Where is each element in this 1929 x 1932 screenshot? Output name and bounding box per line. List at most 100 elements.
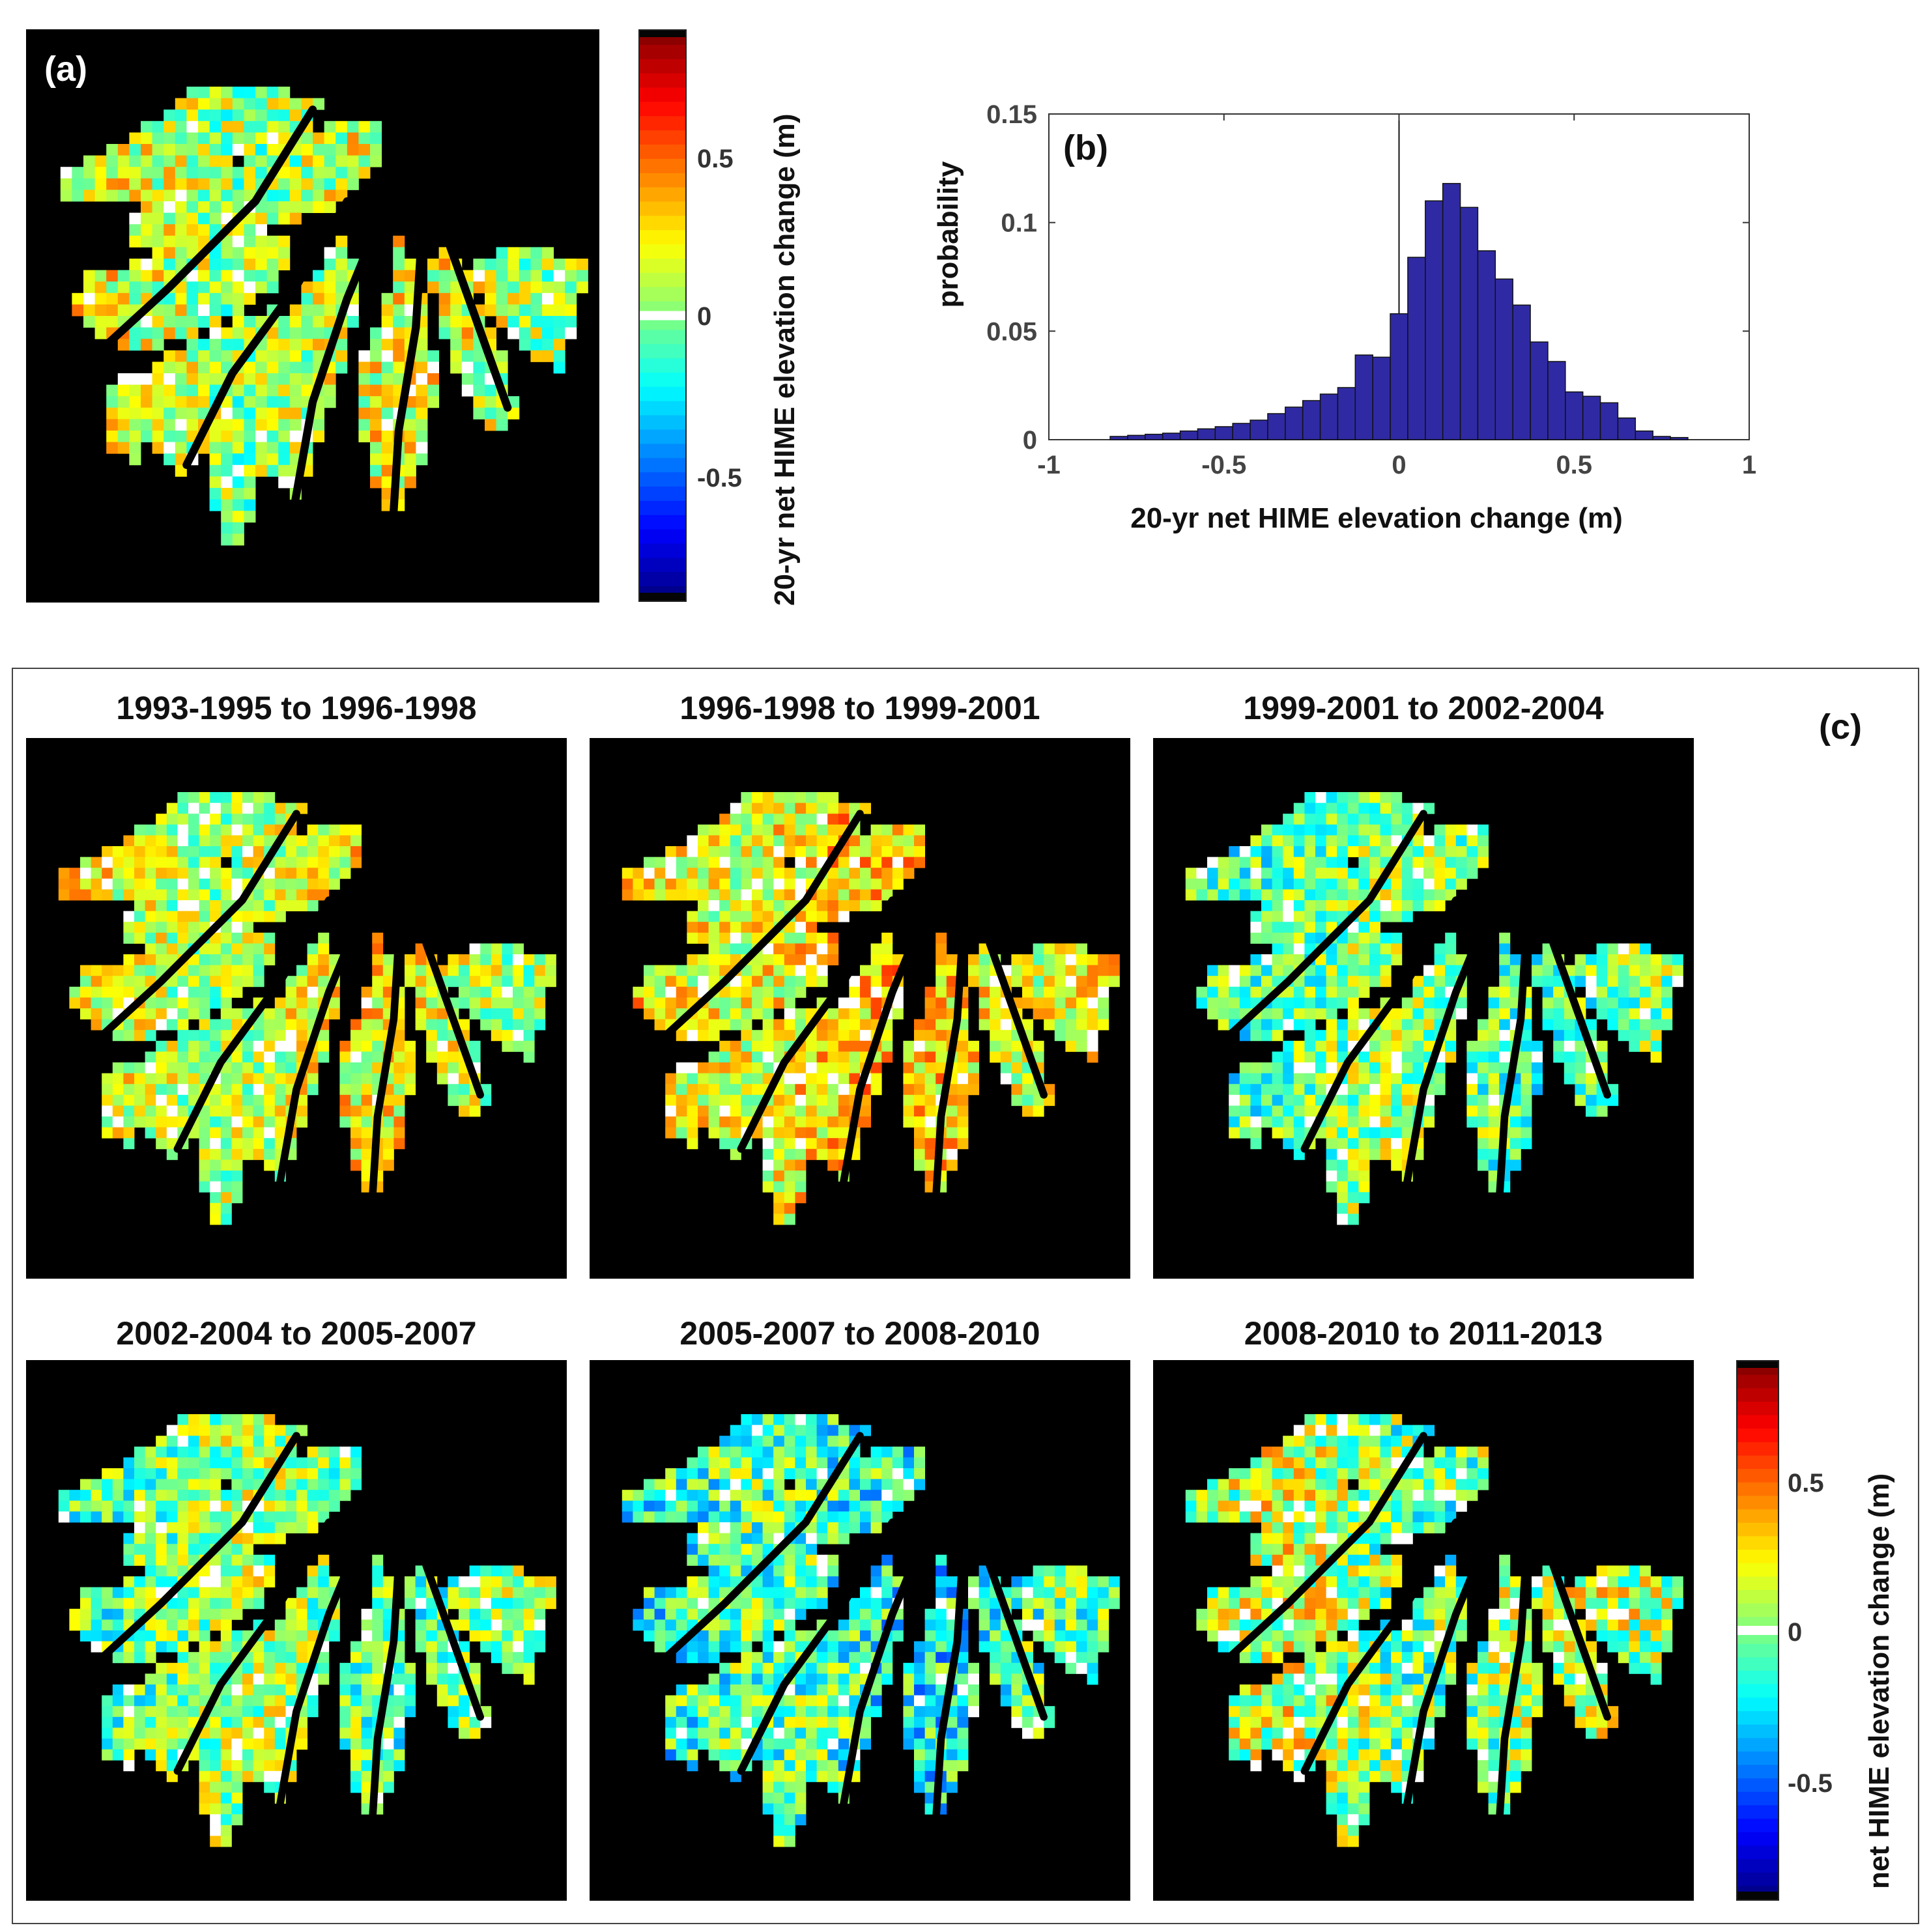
delta-cell	[289, 396, 302, 408]
delta-cell	[936, 1040, 947, 1052]
delta-cell	[244, 431, 256, 443]
delta-cell	[1011, 1094, 1023, 1106]
delta-cell	[1218, 878, 1229, 890]
delta-cell	[1466, 868, 1478, 879]
delta-channel	[96, 106, 317, 354]
delta-cell	[1423, 1019, 1435, 1030]
delta-cell	[849, 900, 861, 912]
delta-cell	[166, 900, 178, 912]
delta-cell	[145, 1030, 156, 1042]
panel-a-cb-tick-pos: 0.5	[697, 145, 734, 173]
delta-cell	[1650, 1008, 1662, 1020]
delta-cell	[762, 1062, 774, 1074]
delta-cell	[318, 976, 330, 987]
delta-cell	[381, 442, 393, 454]
delta-cell	[892, 846, 904, 858]
delta-cell	[123, 1479, 135, 1490]
delta-cell	[816, 846, 828, 858]
delta-cell	[1000, 1030, 1012, 1042]
delta-cell	[301, 281, 313, 294]
delta-cell	[687, 965, 698, 976]
delta-cell	[816, 1522, 828, 1534]
delta-cell	[220, 846, 232, 858]
delta-cell	[1044, 997, 1055, 1009]
delta-cell	[1586, 1019, 1597, 1030]
delta-cell	[393, 1062, 405, 1074]
delta-cell	[687, 1479, 698, 1490]
delta-cell	[255, 155, 268, 167]
delta-cell	[914, 1019, 926, 1030]
delta-cell	[253, 1641, 264, 1653]
delta-cell	[123, 857, 135, 868]
delta-cell	[393, 1749, 405, 1761]
delta-cell	[461, 373, 474, 386]
delta-cell	[1412, 976, 1424, 987]
delta-cell	[199, 1587, 210, 1598]
delta-cell	[232, 304, 244, 317]
delta-cell	[1283, 1105, 1294, 1117]
delta-cell	[827, 1565, 839, 1577]
delta-cell	[1650, 976, 1662, 987]
delta-cell	[166, 1533, 178, 1544]
delta-cell	[1229, 1084, 1240, 1096]
delta-cell	[1618, 965, 1629, 976]
delta-cell	[156, 1446, 167, 1458]
delta-cell	[676, 1500, 687, 1512]
delta-cell	[152, 201, 164, 214]
delta-cell	[175, 281, 187, 294]
delta-cell	[210, 1127, 221, 1139]
delta-cell	[730, 1565, 741, 1577]
delta-cell	[210, 1716, 221, 1728]
delta-cell	[80, 1587, 92, 1598]
delta-cell	[1337, 835, 1349, 847]
delta-cell	[1044, 954, 1055, 966]
delta-cell	[112, 986, 124, 998]
delta-cell	[881, 824, 893, 836]
delta-cell	[347, 167, 359, 179]
delta-cell	[117, 373, 130, 386]
delta-cell	[117, 431, 130, 443]
delta-cell	[361, 1116, 373, 1128]
delta-cell	[1445, 835, 1457, 847]
delta-cell	[838, 814, 850, 825]
delta-cell	[1509, 986, 1521, 998]
delta-cell	[381, 431, 393, 443]
delta-cell	[1391, 824, 1403, 836]
delta-channel	[422, 939, 485, 1099]
delta-cell	[350, 1716, 362, 1728]
delta-cell	[698, 1490, 709, 1501]
delta-cell	[274, 1116, 286, 1128]
delta-cell	[296, 1094, 308, 1106]
delta-cell	[806, 1094, 818, 1106]
delta-cell	[719, 1094, 731, 1106]
delta-cell	[795, 1490, 807, 1501]
delta-cell	[784, 878, 795, 890]
delta-cell	[534, 1608, 546, 1620]
delta-cell	[231, 1803, 243, 1815]
delta-cell	[741, 1008, 752, 1020]
delta-cell	[936, 1598, 947, 1610]
delta-cell	[730, 1073, 741, 1085]
delta-cell	[795, 911, 807, 922]
delta-cell	[795, 1479, 807, 1490]
colorbar-segment	[640, 472, 685, 487]
delta-cell	[838, 1116, 850, 1128]
delta-cell	[676, 986, 687, 998]
delta-cell	[870, 1457, 882, 1469]
delta-cell	[838, 1533, 850, 1544]
delta-cell	[123, 1641, 135, 1653]
delta-cell	[255, 431, 268, 443]
delta-cell	[1326, 1019, 1337, 1030]
delta-cell	[134, 1446, 146, 1458]
delta-cell	[469, 1565, 481, 1577]
delta-cell	[393, 304, 405, 317]
delta-cell	[358, 144, 371, 156]
delta-cell	[795, 878, 807, 890]
delta-cell	[1076, 1576, 1088, 1588]
delta-cell	[134, 1587, 146, 1598]
delta-cell	[968, 1598, 980, 1610]
delta-cell	[762, 868, 774, 879]
delta-cell	[1380, 792, 1392, 804]
panel-c-map-2	[590, 738, 1130, 1279]
delta-cell	[264, 1040, 276, 1052]
